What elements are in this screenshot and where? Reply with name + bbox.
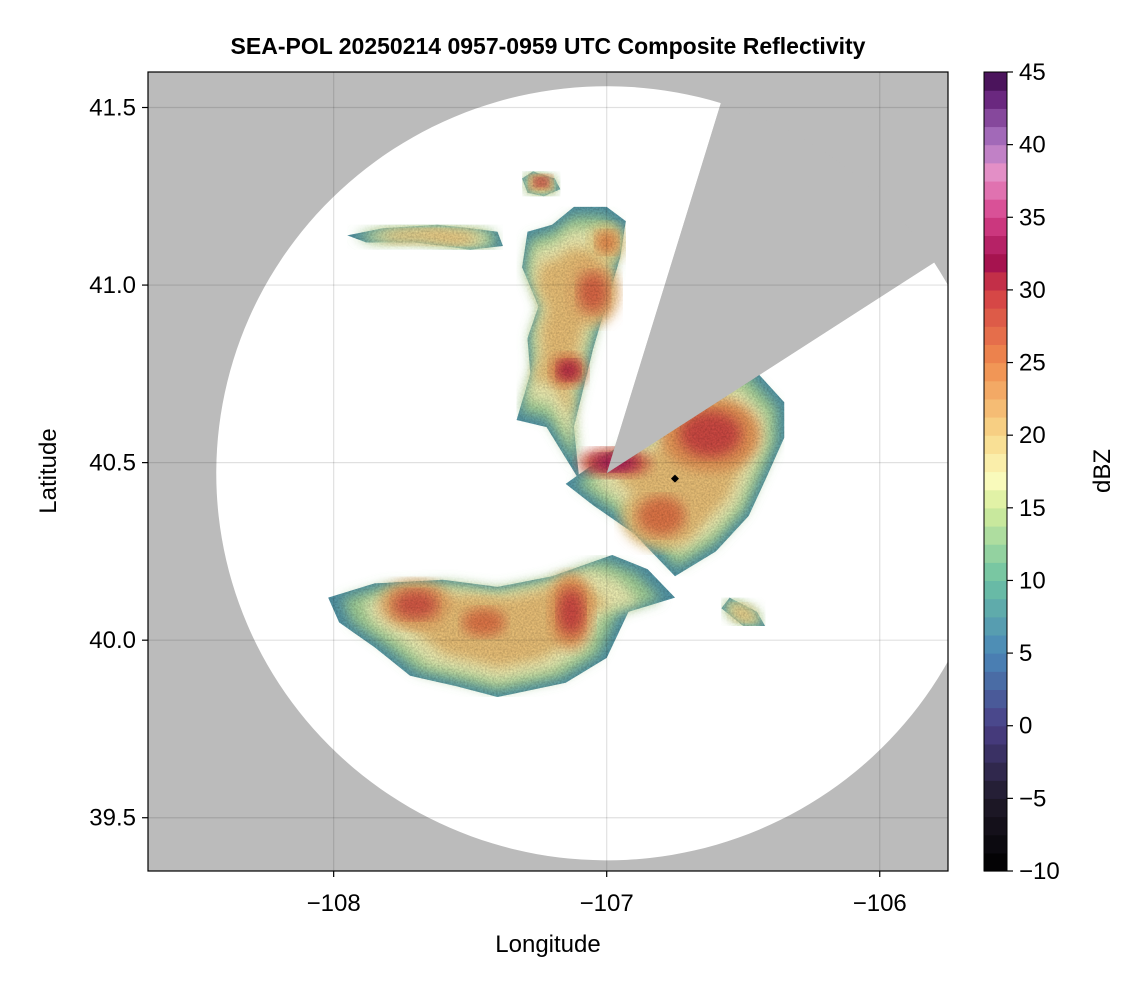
- echo-contour: [729, 603, 757, 622]
- colorbar-bin: [984, 217, 1007, 237]
- instrument-location-marker: [670, 474, 679, 483]
- echo-core: [558, 589, 585, 635]
- colorbar-bin: [984, 525, 1007, 545]
- colorbar-bin: [984, 489, 1007, 509]
- colorbar-bin: [984, 435, 1007, 454]
- echo-core: [534, 177, 548, 187]
- plot-frame: [147, 71, 949, 872]
- colorbar-bin: [984, 344, 1007, 364]
- colorbar-bin: [984, 108, 1007, 128]
- grid-lines: [148, 72, 948, 871]
- colorbar-tick-label: 25: [1019, 350, 1046, 377]
- colorbar-bin: [984, 725, 1007, 745]
- colorbar-bin: [984, 72, 1007, 91]
- echo-core: [461, 608, 506, 637]
- colorbar-bin: [984, 199, 1007, 218]
- colorbar-bin: [984, 507, 1007, 527]
- colorbar-bin: [984, 798, 1007, 818]
- colorbar-bin: [984, 144, 1007, 164]
- chart-title: SEA-POL 20250214 0957-0959 UTC Composite…: [230, 33, 866, 59]
- colorbar-tick-label: 10: [1019, 567, 1046, 594]
- x-axis-label: Longitude: [495, 931, 600, 958]
- colorbar-bin: [984, 780, 1007, 799]
- colorbar-bin: [984, 162, 1007, 182]
- blocked-sector: [606, 103, 935, 474]
- colorbar-tick-label: 45: [1019, 59, 1046, 86]
- x-tick-label: −108: [307, 890, 361, 917]
- colorbar-bin: [984, 544, 1007, 563]
- colorbar-bin: [984, 634, 1007, 654]
- colorbar-bin: [984, 308, 1007, 327]
- colorbar-tick-label: 40: [1019, 132, 1046, 159]
- echo-region: [328, 555, 675, 697]
- x-axis-ticks: −108 −107 −106: [307, 871, 907, 917]
- y-tick-label: 39.5: [89, 805, 136, 832]
- echo-core: [393, 590, 438, 619]
- colorbar-tick-label: 20: [1019, 422, 1046, 449]
- colorbar-label: dBZ: [1089, 449, 1116, 493]
- colorbar-bin: [984, 471, 1007, 491]
- colorbar-bin: [984, 90, 1007, 109]
- echo-region: [721, 597, 766, 626]
- colorbar-bin: [984, 180, 1007, 200]
- colorbar-bin: [984, 707, 1007, 727]
- colorbar: −10 −5 0 5 10 15 20 25 30 35 40 45: [983, 59, 1060, 885]
- y-tick-label: 40.5: [89, 450, 136, 477]
- colorbar-bin: [984, 598, 1007, 618]
- echo-region: [347, 224, 503, 250]
- colorbar-tick-label: 5: [1019, 640, 1032, 667]
- colorbar-bin: [984, 380, 1007, 400]
- echo-core: [679, 411, 742, 457]
- echo-contour: [379, 229, 477, 245]
- colorbar-bin: [984, 453, 1007, 473]
- x-tick-label: −107: [580, 890, 634, 917]
- colorbar-bin: [984, 616, 1007, 636]
- colorbar-bin: [984, 689, 1007, 709]
- colorbar-tick-label: 0: [1019, 713, 1032, 740]
- x-tick-label: −106: [853, 890, 907, 917]
- colorbar-bin: [984, 417, 1007, 436]
- colorbar-bin: [984, 562, 1007, 582]
- colorbar-bin: [984, 271, 1007, 291]
- colorbar-bin: [984, 653, 1007, 672]
- y-tick-label: 40.0: [89, 627, 136, 654]
- colorbar-tick-label: 30: [1019, 277, 1046, 304]
- colorbar-tick-label: 15: [1019, 495, 1046, 522]
- colorbar-bin: [984, 253, 1007, 273]
- colorbar-tick-label: 35: [1019, 204, 1046, 231]
- colorbar-bin: [984, 326, 1007, 345]
- echo-core: [557, 360, 580, 381]
- echo-core: [637, 496, 686, 536]
- echo-region: [516, 206, 626, 481]
- y-tick-label: 41.0: [89, 272, 136, 299]
- colorbar-bin: [984, 852, 1007, 872]
- colorbar-bin: [984, 235, 1007, 255]
- y-tick-label: 41.5: [89, 95, 136, 122]
- colorbar-bin: [984, 580, 1007, 600]
- echo-region: [522, 171, 561, 197]
- colorbar-bin: [984, 816, 1007, 836]
- colorbar-tick-label: −10: [1019, 858, 1060, 885]
- colorbar-bin: [984, 126, 1007, 146]
- echo-region: [565, 363, 785, 577]
- colorbar-bin: [984, 398, 1007, 418]
- echo-core: [595, 231, 618, 254]
- echo-core: [577, 272, 609, 313]
- colorbar-bin: [984, 289, 1007, 309]
- colorbar-frame: [983, 71, 1008, 872]
- colorbar-bin: [984, 362, 1007, 382]
- colorbar-tick-label: −5: [1019, 785, 1046, 812]
- colorbar-bin: [984, 762, 1007, 781]
- colorbar-bin: [984, 743, 1007, 763]
- colorbar-bin: [984, 834, 1007, 854]
- y-axis-label: Latitude: [35, 428, 62, 513]
- y-axis-ticks: 39.5 40.0 40.5 41.0 41.5: [89, 95, 148, 832]
- colorbar-bin: [984, 671, 1007, 691]
